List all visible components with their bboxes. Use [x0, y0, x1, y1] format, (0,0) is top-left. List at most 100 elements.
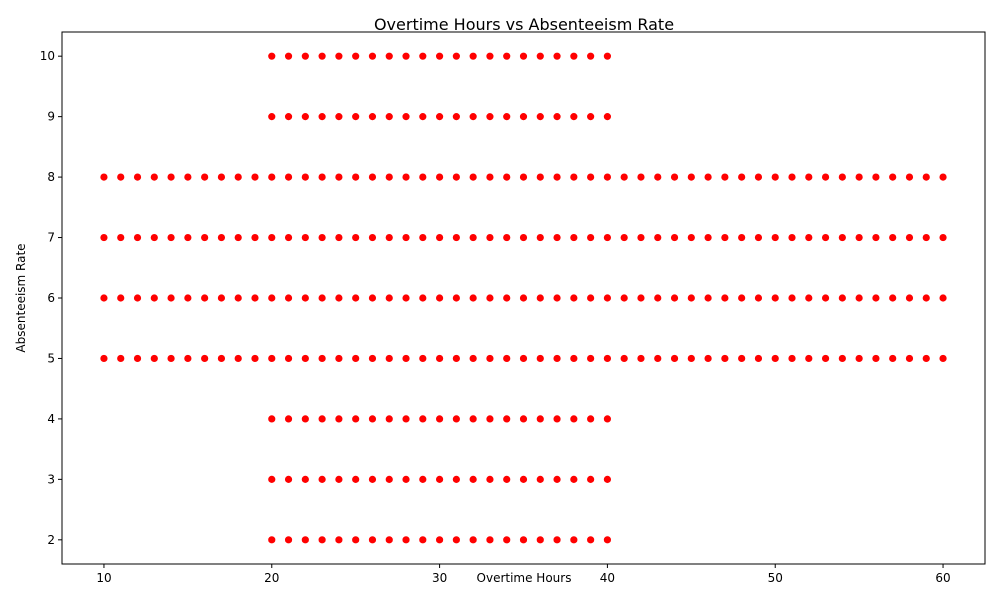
data-point	[837, 233, 847, 242]
data-point	[267, 535, 277, 545]
data-point	[586, 354, 596, 363]
data-point	[368, 414, 377, 424]
data-point	[686, 293, 696, 303]
data-point	[200, 172, 210, 182]
data-point	[569, 233, 579, 242]
data-point	[284, 172, 293, 182]
y-tick-label: 4	[47, 412, 55, 426]
data-point	[334, 112, 344, 122]
data-point	[586, 233, 596, 242]
data-point	[133, 354, 142, 363]
data-point	[284, 51, 293, 61]
data-point	[653, 354, 663, 363]
data-point	[552, 233, 562, 242]
data-point	[720, 293, 730, 303]
data-point	[233, 172, 243, 182]
data-point	[787, 293, 797, 303]
data-point	[821, 233, 830, 242]
chart-title: Overtime Hours vs Absenteeism Rate	[374, 15, 674, 34]
data-point	[586, 172, 596, 182]
data-point	[233, 354, 243, 363]
data-point	[317, 112, 327, 122]
data-point	[519, 51, 528, 61]
data-point	[418, 535, 428, 545]
data-point	[284, 354, 293, 363]
y-tick-label: 7	[47, 231, 55, 245]
data-point	[368, 172, 377, 182]
data-point	[284, 233, 293, 242]
data-point	[770, 293, 780, 303]
data-point	[569, 112, 579, 122]
y-tick-label: 3	[47, 472, 55, 486]
x-tick-label: 60	[935, 571, 950, 585]
data-point	[166, 293, 176, 303]
data-point	[317, 474, 327, 484]
data-point	[468, 535, 478, 545]
data-point	[435, 535, 444, 545]
data-point	[653, 233, 663, 242]
data-point	[368, 112, 377, 122]
data-point	[468, 354, 478, 363]
data-point	[603, 354, 612, 363]
data-point	[217, 293, 226, 303]
data-point	[519, 414, 528, 424]
data-point	[552, 51, 562, 61]
data-point	[300, 233, 310, 242]
data-point	[183, 172, 193, 182]
data-point	[384, 112, 394, 122]
data-point	[821, 172, 830, 182]
data-point	[854, 293, 864, 303]
x-tick-label: 30	[432, 571, 447, 585]
data-point	[267, 474, 277, 484]
data-point	[351, 112, 361, 122]
data-point	[468, 51, 478, 61]
data-point	[418, 354, 428, 363]
data-point	[317, 354, 327, 363]
data-point	[418, 414, 428, 424]
data-point	[250, 354, 260, 363]
data-point	[99, 354, 109, 363]
data-point	[569, 535, 579, 545]
data-point	[384, 233, 394, 242]
data-point	[418, 233, 428, 242]
data-point	[485, 354, 495, 363]
data-point	[888, 293, 898, 303]
data-point	[334, 354, 344, 363]
data-point	[200, 293, 210, 303]
data-point	[653, 293, 663, 303]
data-point	[754, 293, 763, 303]
data-point	[485, 233, 495, 242]
data-point	[451, 414, 461, 424]
data-point	[149, 293, 159, 303]
data-point	[938, 172, 948, 182]
data-point	[938, 354, 948, 363]
data-point	[502, 414, 512, 424]
data-point	[368, 535, 377, 545]
data-point	[99, 293, 109, 303]
plot-frame	[61, 31, 986, 565]
data-point	[351, 172, 361, 182]
data-point	[535, 51, 545, 61]
y-tick-label: 6	[47, 291, 55, 305]
data-point	[250, 233, 260, 242]
data-point	[334, 414, 344, 424]
data-point	[603, 535, 612, 545]
data-point	[552, 474, 562, 484]
data-point	[149, 172, 159, 182]
data-point	[552, 112, 562, 122]
data-point	[300, 112, 310, 122]
x-axis-label: Overtime Hours	[477, 571, 572, 585]
data-point	[166, 233, 176, 242]
data-point	[334, 51, 344, 61]
data-point	[267, 172, 277, 182]
data-point	[183, 293, 193, 303]
data-point	[468, 172, 478, 182]
data-point	[804, 172, 814, 182]
data-points	[99, 51, 948, 545]
data-point	[284, 535, 293, 545]
data-point	[519, 233, 528, 242]
data-point	[384, 414, 394, 424]
data-point	[636, 172, 646, 182]
data-point	[351, 354, 361, 363]
